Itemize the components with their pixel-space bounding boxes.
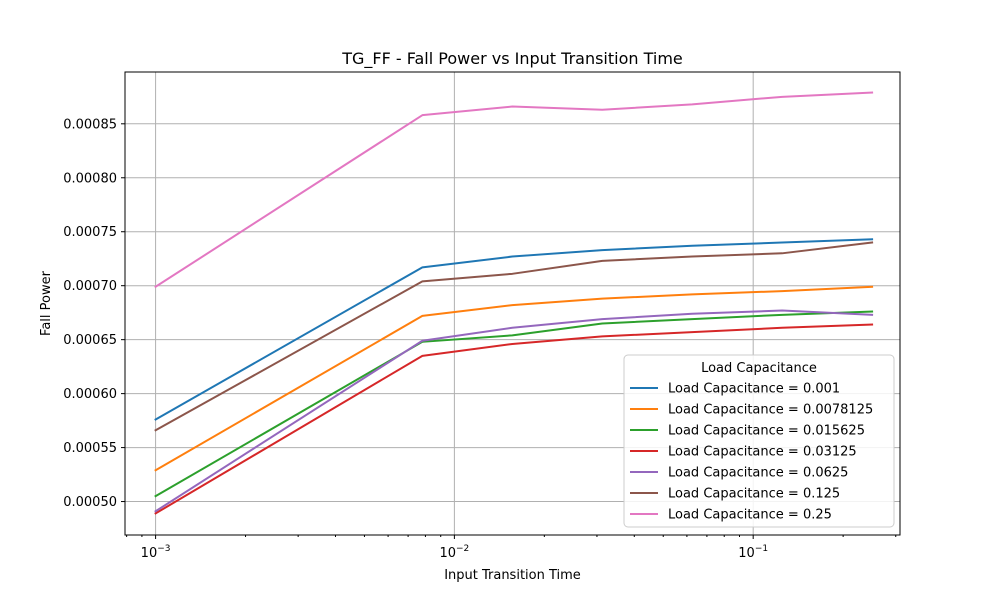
series-line-6 [154, 241, 874, 432]
legend-entry-label: Load Capacitance = 0.125 [668, 487, 840, 502]
plot-area-frame [124, 71, 901, 536]
y-tick-label: 0.00070 [63, 279, 117, 294]
series-line-2 [154, 285, 874, 472]
legend-box [623, 354, 895, 528]
y-tick-label: 0.00065 [63, 333, 117, 348]
legend: Load Capacitance Load Capacitance = 0.00… [623, 354, 895, 528]
legend-entry-label: Load Capacitance = 0.03125 [668, 445, 857, 460]
chart-title: TG_FF - Fall Power vs Input Transition T… [341, 49, 683, 69]
series-lines [154, 91, 874, 515]
y-tick-label: 0.00080 [63, 171, 117, 186]
series-line-5 [154, 309, 874, 513]
legend-title: Load Capacitance [701, 361, 817, 376]
y-tick-label: 0.00085 [63, 117, 117, 132]
grid [125, 72, 900, 535]
series-line-1 [154, 238, 874, 421]
series-line-4 [154, 323, 874, 515]
legend-entry-label: Load Capacitance = 0.001 [668, 382, 840, 397]
axis-ticks: 10−3 10−2 10−1 0.00050 0.00055 0.00060 0.00065… [63, 117, 897, 561]
x-tick-label: 10−3 [141, 544, 171, 561]
legend-entry-label: Load Capacitance = 0.25 [668, 508, 832, 523]
legend-entry-label: Load Capacitance = 0.0078125 [668, 403, 873, 418]
legend-entry-label: Load Capacitance = 0.0625 [668, 466, 848, 481]
y-tick-label: 0.00075 [63, 225, 117, 240]
series-line-7 [154, 91, 874, 289]
legend-entry-label: Load Capacitance = 0.015625 [668, 424, 865, 439]
y-tick-label: 0.00050 [63, 495, 117, 510]
x-tick-label: 10−2 [439, 544, 469, 561]
y-tick-label: 0.00060 [63, 387, 117, 402]
y-axis-title: Fall Power [39, 270, 54, 336]
y-tick-label: 0.00055 [63, 441, 117, 456]
x-axis-title: Input Transition Time [444, 568, 581, 583]
x-tick-label: 10−1 [738, 544, 768, 561]
